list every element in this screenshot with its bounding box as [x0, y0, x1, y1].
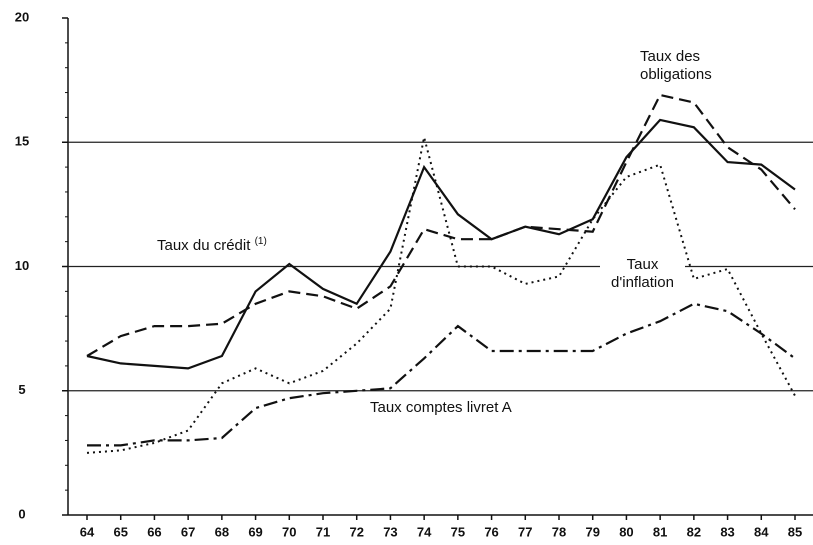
- y-tick-label: 0: [18, 506, 25, 521]
- series-line: [86, 137, 796, 454]
- x-tick-label: 78: [552, 524, 566, 539]
- x-tick-label: 77: [518, 524, 532, 539]
- label-livret: Taux comptes livret A: [370, 399, 512, 416]
- series-line: [86, 93, 796, 357]
- x-tick-label: 72: [349, 524, 363, 539]
- x-tick-label: 79: [585, 524, 599, 539]
- x-tick-label: 82: [687, 524, 701, 539]
- x-tick-label: 68: [215, 524, 229, 539]
- y-tick-label: 10: [15, 258, 29, 273]
- x-tick-label: 85: [788, 524, 802, 539]
- label-obligations: Taux des obligations: [640, 48, 755, 84]
- x-tick-label: 70: [282, 524, 296, 539]
- x-tick-label: 84: [754, 524, 769, 539]
- x-tick-label: 64: [80, 524, 95, 539]
- label-inflation: Taux d'inflation: [600, 256, 685, 292]
- x-tick-label: 75: [451, 524, 465, 539]
- x-tick-label: 73: [383, 524, 397, 539]
- x-tick-label: 76: [484, 524, 498, 539]
- x-tick-label: 83: [720, 524, 734, 539]
- x-tick-label: 69: [248, 524, 262, 539]
- y-tick-label: 20: [15, 9, 29, 24]
- x-tick-label: 80: [619, 524, 633, 539]
- series-line: [86, 118, 796, 370]
- label-credit: Taux du crédit (1): [157, 233, 267, 255]
- series-label: Taux du crédit: [157, 237, 251, 254]
- y-tick-label: 5: [18, 382, 25, 397]
- series-line: [87, 302, 796, 447]
- x-tick-label: 66: [147, 524, 161, 539]
- series-note: (1): [254, 236, 267, 247]
- x-tick-label: 65: [113, 524, 127, 539]
- y-tick-label: 15: [15, 134, 29, 149]
- x-tick-label: 74: [417, 524, 432, 539]
- x-tick-label: 81: [653, 524, 667, 539]
- x-tick-label: 71: [316, 524, 330, 539]
- x-tick-label: 67: [181, 524, 195, 539]
